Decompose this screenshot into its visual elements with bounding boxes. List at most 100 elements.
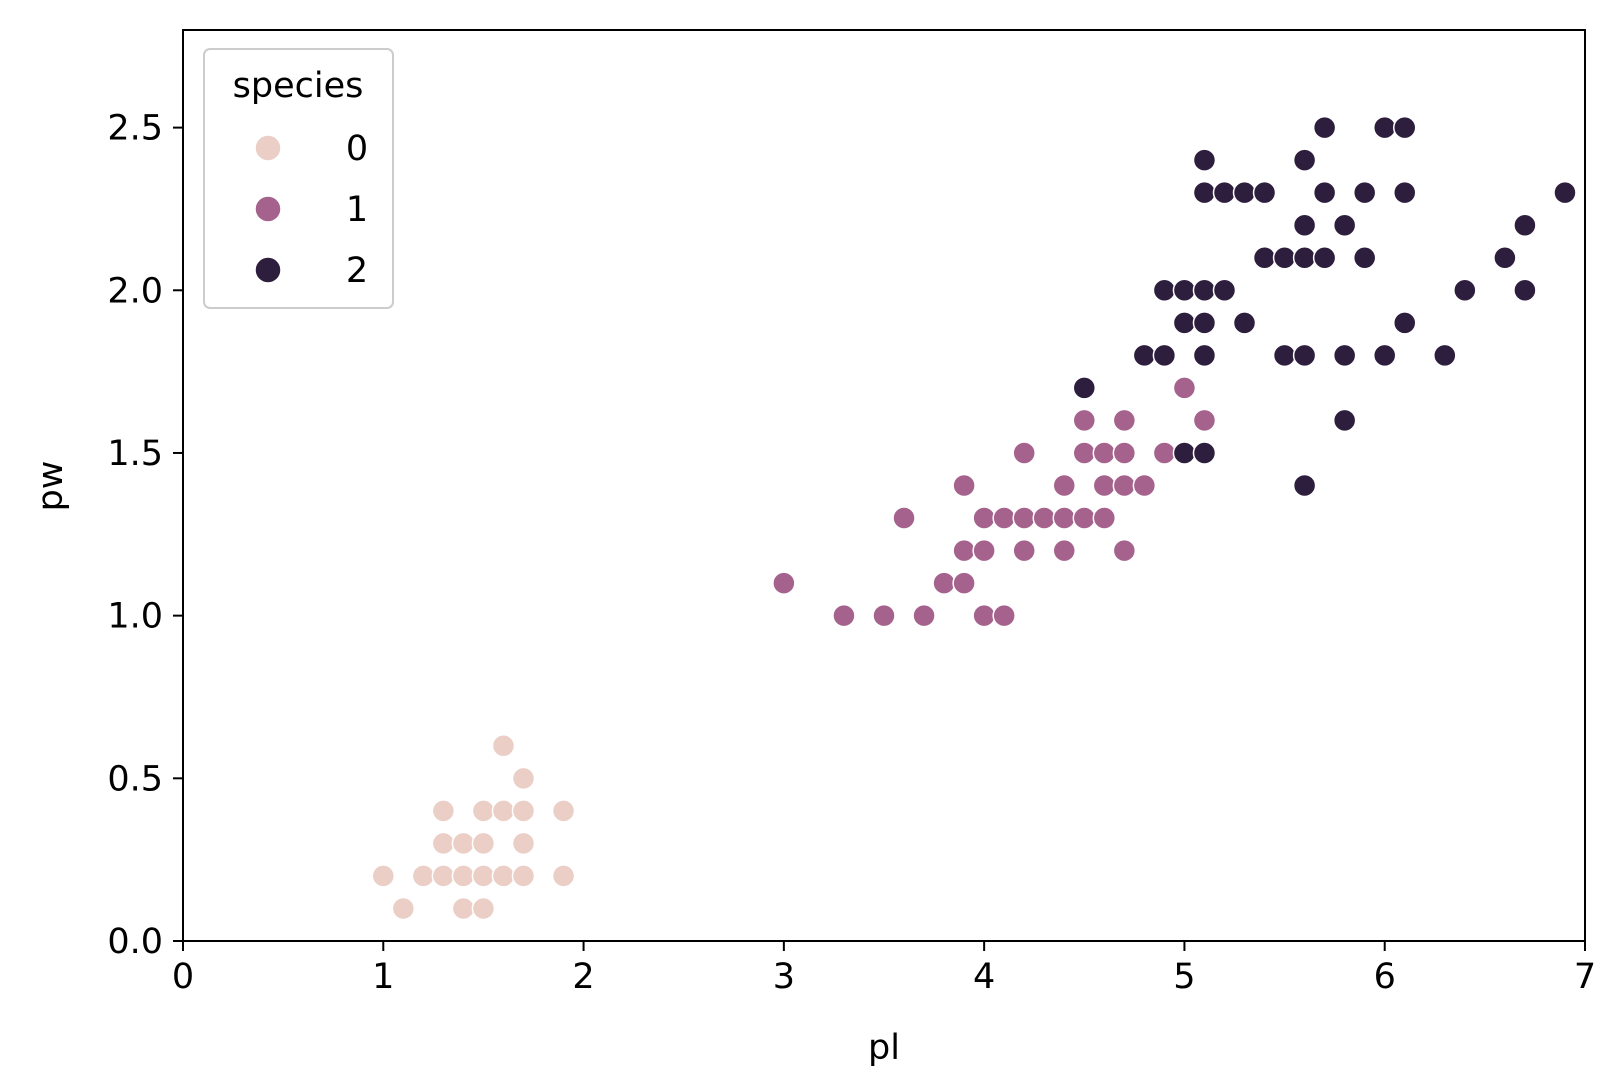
data-point-species-2 — [1292, 246, 1317, 270]
data-point-species-1 — [1172, 376, 1197, 400]
x-tick-label: 7 — [1574, 957, 1596, 997]
data-point-species-1 — [992, 603, 1016, 628]
data-point-species-2 — [1192, 180, 1217, 205]
data-point-species-1 — [1052, 473, 1077, 498]
data-point-species-0 — [511, 831, 536, 856]
data-point-species-0 — [431, 831, 456, 856]
data-point-species-0 — [471, 831, 496, 856]
y-tick-label: 2.0 — [107, 271, 163, 311]
data-point-species-1 — [1192, 408, 1217, 433]
data-point-species-2 — [1172, 278, 1197, 303]
data-point-species-1 — [1052, 506, 1077, 530]
data-point-species-0 — [511, 766, 536, 791]
data-point-species-1 — [992, 506, 1016, 530]
data-point-species-2 — [1392, 180, 1417, 205]
legend-label-species-1: 1 — [346, 190, 368, 230]
data-point-species-1 — [1092, 473, 1117, 498]
data-point-species-2 — [1232, 311, 1257, 335]
data-point-species-0 — [471, 896, 496, 921]
data-point-species-1 — [1112, 441, 1137, 465]
x-tick-label: 3 — [773, 957, 795, 997]
data-point-species-1 — [1132, 473, 1157, 498]
data-point-species-2 — [1312, 115, 1337, 140]
data-point-species-2 — [1513, 213, 1537, 237]
legend-title: species — [233, 66, 364, 106]
data-point-species-2 — [1332, 213, 1357, 237]
data-point-species-1 — [972, 538, 996, 563]
data-point-species-2 — [1272, 246, 1297, 270]
data-point-species-1 — [1072, 441, 1097, 465]
data-point-species-1 — [872, 603, 896, 628]
data-point-species-2 — [1312, 246, 1337, 270]
legend-marker-species-1 — [254, 195, 282, 223]
x-tick-label: 2 — [572, 957, 594, 997]
data-point-species-2 — [1252, 180, 1277, 205]
data-point-species-2 — [1392, 311, 1417, 335]
data-point-species-0 — [451, 896, 476, 921]
data-point-species-2 — [1192, 441, 1217, 465]
data-point-species-2 — [1252, 246, 1277, 270]
data-point-species-2 — [1132, 343, 1157, 368]
data-point-species-1 — [1032, 506, 1056, 530]
data-point-species-2 — [1212, 180, 1237, 205]
data-point-species-2 — [1312, 180, 1337, 205]
y-tick-label: 2.5 — [107, 109, 163, 149]
data-point-species-2 — [1272, 343, 1297, 368]
data-point-species-0 — [471, 799, 496, 823]
data-point-species-1 — [1112, 408, 1137, 433]
data-point-species-0 — [451, 831, 476, 856]
data-point-species-1 — [772, 571, 796, 595]
data-point-species-1 — [1012, 538, 1036, 563]
data-point-species-2 — [1493, 246, 1517, 270]
plot-frame — [182, 29, 1586, 942]
data-point-species-2 — [1352, 246, 1377, 270]
data-point-species-0 — [491, 799, 516, 823]
y-axis-title: pw — [31, 461, 71, 512]
data-point-species-2 — [1433, 343, 1457, 368]
data-point-species-2 — [1232, 180, 1257, 205]
data-point-species-1 — [952, 571, 976, 595]
data-point-species-1 — [892, 506, 916, 530]
data-point-species-0 — [551, 799, 576, 823]
x-tick-label: 0 — [172, 957, 194, 997]
data-point-species-1 — [952, 473, 976, 498]
data-point-species-0 — [491, 734, 516, 758]
data-point-species-0 — [551, 864, 576, 888]
data-point-species-0 — [391, 896, 416, 921]
legend-marker-species-0 — [254, 134, 282, 162]
data-point-species-2 — [1152, 278, 1177, 303]
x-tick-label: 1 — [372, 957, 394, 997]
legend-label-species-0: 0 — [346, 129, 368, 169]
data-point-species-2 — [1212, 278, 1237, 303]
data-point-species-0 — [431, 864, 456, 888]
data-point-species-2 — [1172, 441, 1197, 465]
y-tick-label: 0.5 — [107, 759, 163, 799]
data-point-species-0 — [431, 799, 456, 823]
data-point-species-2 — [1192, 278, 1217, 303]
data-point-species-1 — [1012, 441, 1036, 465]
data-point-species-1 — [1012, 506, 1036, 530]
data-point-species-2 — [1372, 115, 1397, 140]
data-point-species-2 — [1332, 343, 1357, 368]
data-point-species-2 — [1332, 408, 1357, 433]
data-point-species-2 — [1292, 213, 1317, 237]
legend-box — [203, 48, 394, 309]
data-point-species-1 — [1092, 441, 1117, 465]
y-axis: 0.0 0.5 1.0 1.5 2.0 2.5 — [107, 109, 183, 962]
x-axis-title: pl — [868, 1028, 900, 1068]
data-point-species-1 — [932, 571, 956, 595]
data-point-species-2 — [1352, 180, 1377, 205]
x-tick-label: 6 — [1374, 957, 1396, 997]
data-point-species-2 — [1152, 343, 1177, 368]
data-point-species-1 — [972, 506, 996, 530]
data-point-species-2 — [1172, 311, 1197, 335]
data-point-species-2 — [1192, 148, 1217, 172]
legend-marker-species-2 — [254, 256, 282, 284]
data-point-species-0 — [511, 864, 536, 888]
data-point-species-1 — [1112, 538, 1137, 563]
y-tick-label: 1.5 — [107, 434, 163, 474]
data-point-species-2 — [1372, 343, 1397, 368]
data-point-species-2 — [1292, 343, 1317, 368]
data-point-species-1 — [952, 538, 976, 563]
data-point-species-2 — [1453, 278, 1477, 303]
